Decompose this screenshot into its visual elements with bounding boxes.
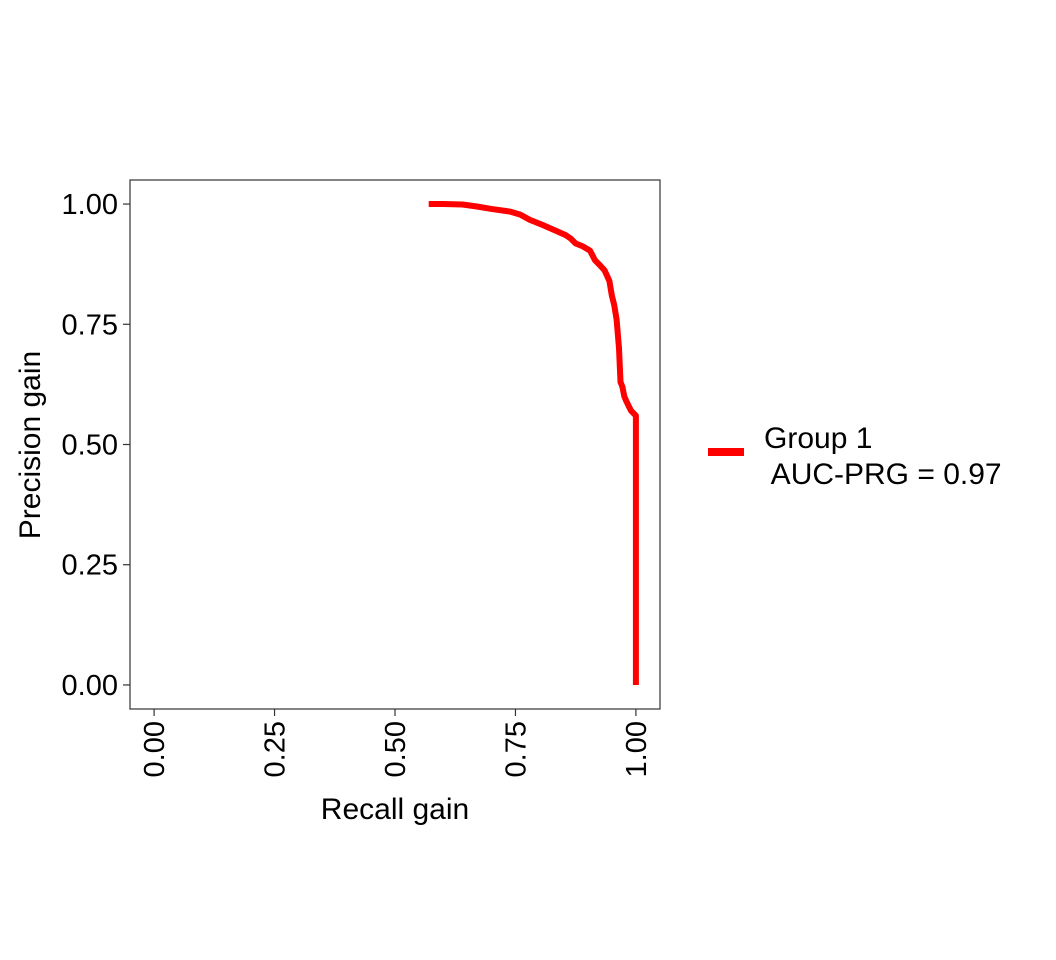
y-tick-label-2: 0.50	[62, 430, 118, 462]
x-tick-label-4: 1.00	[621, 721, 653, 777]
series-line-1	[428, 201, 639, 685]
x-tick-label-3: 0.75	[500, 721, 532, 777]
x-axis-title: Recall gain	[321, 793, 469, 826]
y-tick-label-4: 1.00	[62, 189, 118, 221]
y-tick-label-1: 0.25	[62, 550, 118, 582]
legend-label-group-1: Group 1	[764, 422, 872, 455]
y-axis: 0.00 0.25 0.50 0.75 1.00	[62, 189, 130, 702]
y-axis-title: Precision gain	[14, 351, 47, 539]
y-tick-label-0: 0.00	[62, 670, 118, 702]
y-tick-label-3: 0.75	[62, 309, 118, 341]
x-tick-label-2: 0.50	[380, 721, 412, 777]
x-axis: 0.00 0.25 0.50 0.75 1.00	[139, 709, 653, 777]
x-tick-label-0: 0.00	[139, 721, 171, 777]
plot-panel-border	[129, 179, 661, 710]
x-tick-label-1: 0.25	[260, 721, 292, 777]
plot-layer	[129, 179, 661, 710]
legend-label-auc: AUC-PRG = 0.97	[764, 458, 1002, 491]
legend: Group 1 AUC-PRG = 0.97	[708, 422, 1002, 491]
